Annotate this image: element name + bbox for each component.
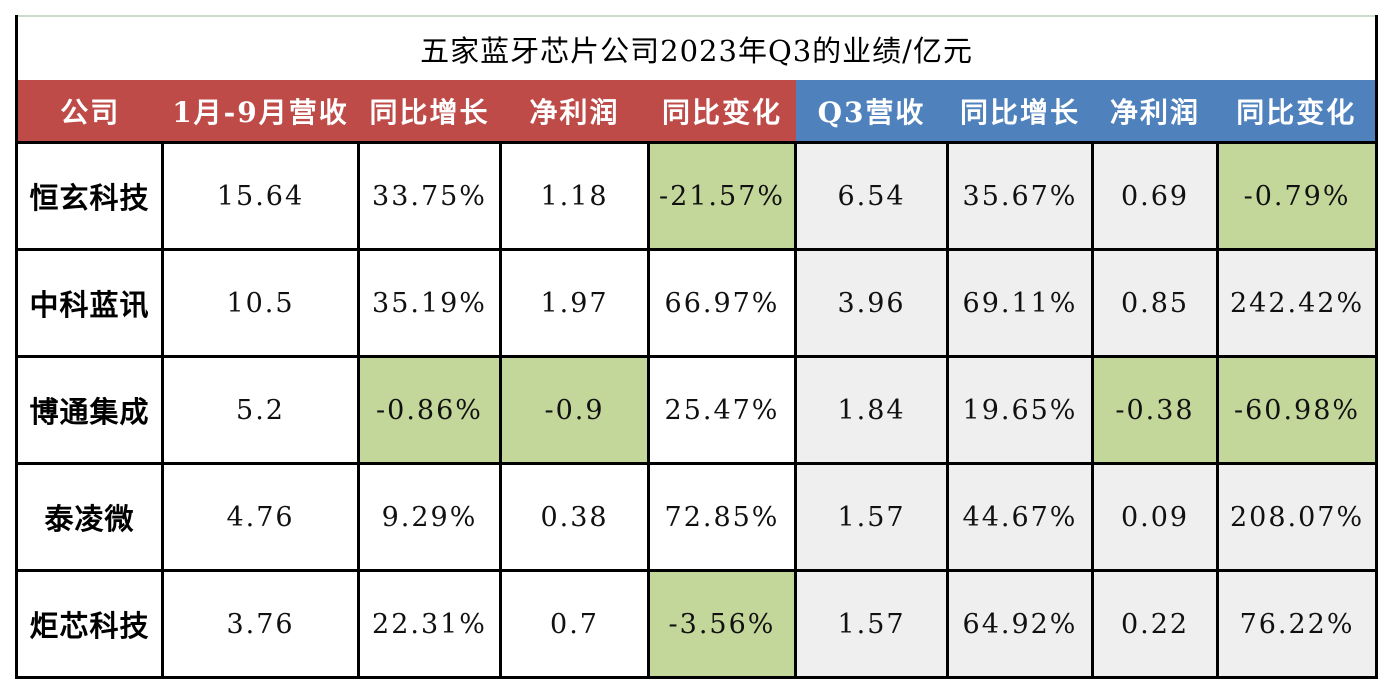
column-header: 净利润: [1092, 80, 1218, 144]
column-header: 公司: [15, 80, 163, 144]
data-cell: -3.56%: [647, 569, 797, 679]
data-cell: 3.96: [794, 248, 949, 358]
column-header: 同比增长: [358, 80, 501, 144]
data-cell: 22.31%: [357, 569, 502, 679]
data-cell: 4.76: [161, 462, 360, 572]
data-cell: 0.69: [1091, 141, 1219, 251]
data-cell: 208.07%: [1215, 462, 1379, 572]
data-cell: 15.64: [161, 141, 360, 251]
column-header: Q3营收: [795, 80, 948, 144]
company-name: 中科蓝讯: [15, 248, 164, 358]
data-cell: -0.9: [499, 355, 650, 465]
company-name: 炬芯科技: [15, 569, 164, 679]
data-cell: 72.85%: [647, 462, 797, 572]
column-header: 同比变化: [648, 80, 796, 144]
data-cell: 66.97%: [647, 248, 797, 358]
data-cell: 35.67%: [946, 141, 1094, 251]
data-cell: 1.84: [794, 355, 949, 465]
data-cell: 6.54: [794, 141, 949, 251]
company-name: 博通集成: [15, 355, 164, 465]
table-body: 恒玄科技 15.64 33.75% 1.18 -21.57% 6.54 35.67% 0.69…: [15, 141, 1379, 679]
column-header: 同比增长: [947, 80, 1093, 144]
table-row: 炬芯科技 3.76 22.31% 0.7 -3.56% 1.57 64.92% 0.22 76.…: [15, 569, 1379, 679]
data-cell: 76.22%: [1215, 569, 1379, 679]
column-header: 1月-9月营收: [162, 80, 359, 144]
data-cell: -60.98%: [1215, 355, 1379, 465]
data-cell: 25.47%: [647, 355, 797, 465]
table-row: 中科蓝讯 10.5 35.19% 1.97 66.97% 3.96 69.11% 0.85 24…: [15, 248, 1379, 358]
title-row: 五家蓝牙芯片公司2023年Q3的业绩/亿元: [14, 15, 1379, 80]
data-cell: 5.2: [161, 355, 360, 465]
data-cell: 0.85: [1091, 248, 1219, 358]
data-cell: 0.22: [1091, 569, 1219, 679]
performance-table: 五家蓝牙芯片公司2023年Q3的业绩/亿元 公司 1月-9月营收 同比增长 净利润 同比…: [14, 15, 1379, 679]
data-cell: -0.79%: [1215, 141, 1379, 251]
data-cell: 19.65%: [946, 355, 1094, 465]
table-row: 博通集成 5.2 -0.86% -0.9 25.47% 1.84 19.65% -0.38 -6…: [15, 355, 1379, 465]
header-row: 公司 1月-9月营收 同比增长 净利润 同比变化 Q3营收 同比增长 净利润 同比变化: [15, 80, 1379, 144]
data-cell: 1.57: [794, 462, 949, 572]
data-cell: 9.29%: [357, 462, 502, 572]
column-header: 同比变化: [1217, 80, 1379, 144]
company-name: 泰凌微: [15, 462, 164, 572]
data-cell: -21.57%: [647, 141, 797, 251]
data-cell: -0.38: [1091, 355, 1219, 465]
data-cell: 242.42%: [1215, 248, 1379, 358]
data-cell: 3.76: [161, 569, 360, 679]
data-cell: 1.18: [499, 141, 650, 251]
data-cell: 10.5: [161, 248, 360, 358]
data-cell: 44.67%: [946, 462, 1094, 572]
data-cell: 0.7: [499, 569, 650, 679]
column-header: 净利润: [500, 80, 649, 144]
company-name: 恒玄科技: [15, 141, 164, 251]
data-cell: -0.86%: [357, 355, 502, 465]
table-row: 泰凌微 4.76 9.29% 0.38 72.85% 1.57 44.67% 0.09 208.…: [15, 462, 1379, 572]
data-cell: 1.57: [794, 569, 949, 679]
table-row: 恒玄科技 15.64 33.75% 1.18 -21.57% 6.54 35.67% 0.69…: [15, 141, 1379, 251]
data-cell: 0.09: [1091, 462, 1219, 572]
data-cell: 64.92%: [946, 569, 1094, 679]
data-cell: 1.97: [499, 248, 650, 358]
data-cell: 33.75%: [357, 141, 502, 251]
data-cell: 69.11%: [946, 248, 1094, 358]
table-title: 五家蓝牙芯片公司2023年Q3的业绩/亿元: [14, 15, 1379, 80]
data-cell: 0.38: [499, 462, 650, 572]
data-cell: 35.19%: [357, 248, 502, 358]
